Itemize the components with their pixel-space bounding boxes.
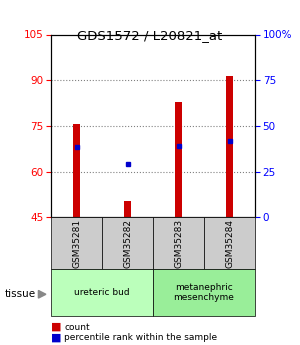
Text: GDS1572 / L20821_at: GDS1572 / L20821_at [77,29,223,42]
Text: metanephric
mesenchyme: metanephric mesenchyme [174,283,234,302]
Text: count: count [64,323,90,332]
Text: tissue: tissue [4,289,36,299]
Text: GSM35281: GSM35281 [72,219,81,268]
Bar [226,76,232,217]
Text: percentile rank within the sample: percentile rank within the sample [64,333,218,342]
Bar [74,125,80,217]
Text: GSM35282: GSM35282 [123,219,132,268]
Text: GSM35283: GSM35283 [174,219,183,268]
FancyArrow shape [38,290,46,298]
Bar [153,269,255,316]
Bar [51,269,153,316]
Bar [176,101,182,217]
Bar [102,217,153,269]
Text: GSM35284: GSM35284 [225,219,234,268]
Text: ureteric bud: ureteric bud [74,288,130,297]
Bar [153,217,204,269]
Text: ■: ■ [51,333,62,342]
Bar [124,200,130,217]
Bar [51,217,102,269]
Text: ■: ■ [51,322,62,332]
Bar [204,217,255,269]
